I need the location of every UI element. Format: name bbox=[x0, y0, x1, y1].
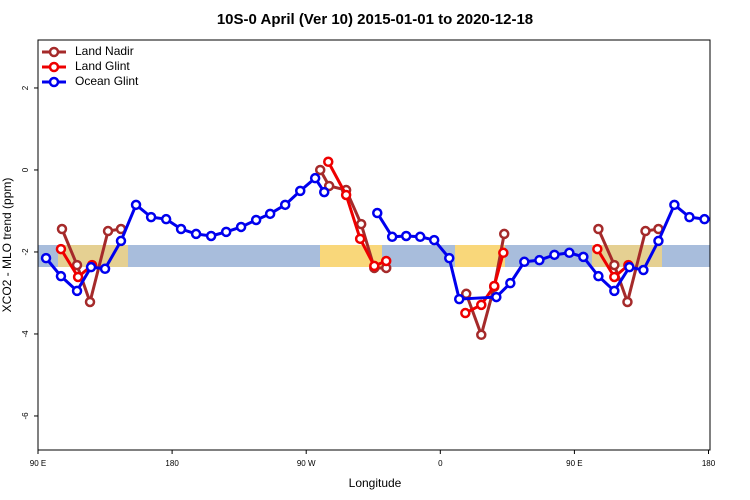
point bbox=[653, 235, 664, 247]
point bbox=[99, 263, 111, 275]
point bbox=[669, 199, 680, 211]
y-tick-label: -2 bbox=[21, 248, 30, 256]
x-tick-label: 180 bbox=[165, 459, 179, 468]
point bbox=[443, 252, 455, 264]
point bbox=[592, 243, 603, 255]
point bbox=[115, 235, 127, 247]
point bbox=[609, 271, 620, 283]
x-tick-label: 0 bbox=[438, 459, 443, 468]
point bbox=[145, 211, 157, 223]
point bbox=[323, 156, 334, 168]
plot-frame bbox=[37, 39, 711, 451]
legend-swatch bbox=[48, 61, 60, 73]
y-tick-label: -6 bbox=[21, 412, 30, 420]
point bbox=[369, 260, 380, 272]
point bbox=[72, 271, 84, 283]
point bbox=[638, 264, 649, 276]
point bbox=[372, 207, 383, 219]
point bbox=[498, 228, 510, 240]
point bbox=[640, 225, 651, 237]
series-line bbox=[44, 175, 705, 301]
point bbox=[414, 231, 426, 243]
legend-label: Ocean Glint bbox=[75, 74, 139, 88]
point bbox=[130, 199, 142, 211]
point bbox=[205, 230, 217, 242]
point bbox=[488, 280, 500, 292]
point bbox=[220, 226, 232, 238]
point bbox=[190, 228, 202, 240]
point bbox=[380, 255, 392, 267]
point bbox=[386, 231, 398, 243]
x-tick-label: 90 E bbox=[30, 459, 46, 468]
legend-label: Land Glint bbox=[75, 59, 130, 73]
x-axis-label: Longitude bbox=[349, 476, 402, 490]
point bbox=[549, 249, 560, 261]
point bbox=[354, 233, 366, 245]
legend-swatch bbox=[48, 46, 60, 58]
land-strip bbox=[455, 245, 505, 267]
y-axis-label: XCO2 - MLO trend (ppm) bbox=[0, 178, 14, 313]
point bbox=[476, 299, 487, 311]
point bbox=[175, 223, 187, 235]
point bbox=[564, 247, 575, 259]
point bbox=[498, 247, 509, 259]
point bbox=[609, 285, 620, 297]
point bbox=[279, 199, 291, 211]
point bbox=[622, 296, 633, 308]
point bbox=[428, 234, 440, 246]
x-tick-label: 90 E bbox=[566, 459, 582, 468]
y-tick-label: 0 bbox=[21, 167, 30, 172]
point bbox=[294, 185, 306, 197]
point bbox=[85, 261, 97, 273]
point bbox=[55, 270, 67, 282]
point bbox=[593, 223, 604, 235]
point bbox=[609, 259, 620, 271]
point bbox=[578, 251, 589, 263]
series-line bbox=[59, 161, 630, 315]
point bbox=[684, 211, 695, 223]
y-tick-label: 2 bbox=[21, 85, 30, 90]
y-tick-label: -4 bbox=[21, 330, 30, 338]
point bbox=[699, 213, 710, 225]
point bbox=[235, 221, 247, 233]
point bbox=[624, 261, 635, 273]
point bbox=[355, 218, 367, 230]
point bbox=[160, 213, 172, 225]
point bbox=[318, 186, 330, 198]
legend-swatch bbox=[48, 76, 60, 88]
legend-label: Land Nadir bbox=[75, 44, 134, 58]
point bbox=[264, 208, 276, 220]
point bbox=[453, 293, 465, 305]
point bbox=[400, 230, 412, 242]
point bbox=[71, 259, 83, 271]
chart-title: 10S-0 April (Ver 10) 2015-01-01 to 2020-… bbox=[217, 11, 533, 28]
point bbox=[314, 164, 326, 176]
point bbox=[84, 296, 96, 308]
x-tick-label: 180 bbox=[702, 459, 716, 468]
point bbox=[102, 225, 114, 237]
point bbox=[340, 189, 352, 201]
point bbox=[71, 285, 83, 297]
point bbox=[505, 277, 516, 289]
point bbox=[491, 291, 502, 303]
point bbox=[40, 252, 52, 264]
point bbox=[519, 256, 530, 268]
point bbox=[250, 214, 262, 226]
point bbox=[56, 223, 68, 235]
point bbox=[593, 270, 604, 282]
point bbox=[534, 254, 545, 266]
point bbox=[309, 172, 321, 184]
point bbox=[55, 243, 67, 255]
point bbox=[476, 329, 487, 341]
point bbox=[460, 307, 471, 319]
x-tick-label: 90 W bbox=[297, 459, 316, 468]
